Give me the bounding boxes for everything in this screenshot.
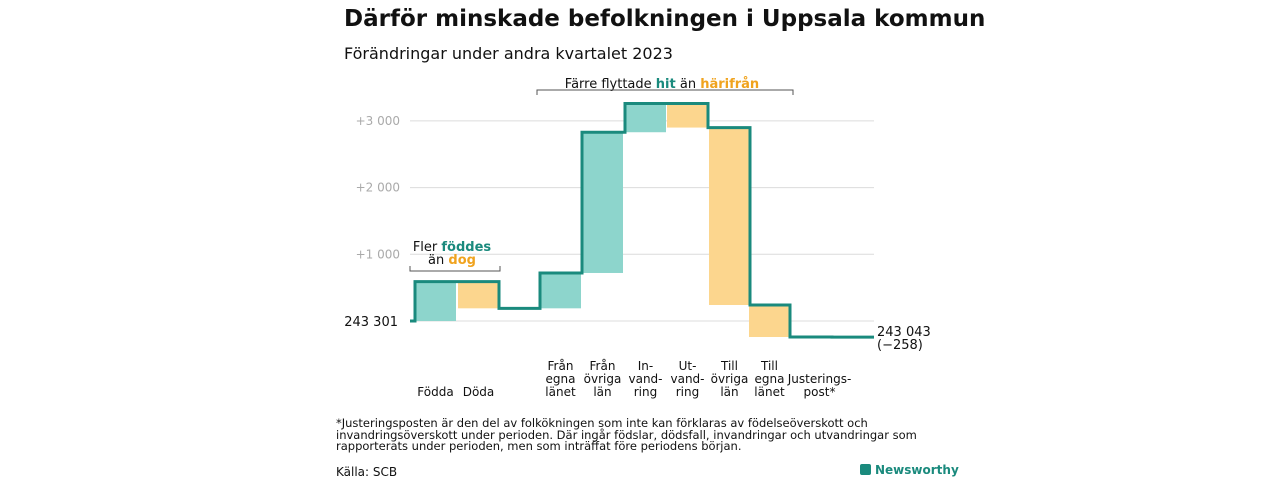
category-label: Från övriga län — [584, 359, 622, 399]
bar-7 — [749, 304, 790, 338]
newsworthy-icon — [860, 464, 871, 475]
category-label: Födda — [417, 385, 453, 399]
waterfall-chart: +1 000 +2 000 +3 000 243 301 243 043(−258) Fö… — [344, 77, 931, 399]
bar-3 — [582, 132, 623, 273]
y-tick-label: +2 000 — [356, 181, 400, 195]
births-annotation-line2: än dog — [428, 253, 476, 268]
migration-annotation: Färre flyttade hit än härifrån — [565, 77, 759, 92]
chart-title: Därför minskade befolkningen i Uppsala k… — [344, 6, 986, 32]
bar-2 — [540, 272, 581, 309]
category-label: Justerings-post* — [787, 372, 852, 399]
source-label: Källa: SCB — [336, 465, 398, 479]
brand-name: Newsworthy — [875, 463, 959, 477]
migration-bracket — [536, 89, 794, 95]
bar-1 — [458, 281, 499, 309]
bar-6 — [709, 127, 750, 305]
brand-logo: Newsworthy — [860, 463, 959, 477]
start-value-label: 243 301 — [344, 315, 398, 330]
births-bracket — [409, 266, 501, 272]
category-label: Från egna länet — [545, 359, 576, 399]
chart-subtitle: Förändringar under andra kvartalet 2023 — [344, 44, 673, 63]
category-label: Till egna länet — [754, 359, 785, 399]
footnote: *Justeringsposten är den del av folkökni… — [336, 416, 917, 453]
category-label: In-vand-ring — [628, 359, 662, 399]
category-label: Döda — [463, 385, 495, 399]
bar-4 — [625, 103, 666, 133]
running-total-line — [410, 102, 874, 339]
end-value-label: 243 043 — [877, 325, 931, 340]
category-label: Till övriga län — [711, 359, 749, 399]
y-tick-label: +1 000 — [356, 247, 400, 261]
births-annotation-line1: Fler föddes — [413, 240, 492, 255]
bar-5 — [667, 103, 708, 128]
y-tick-label: +3 000 — [356, 114, 400, 128]
bar-0 — [415, 281, 456, 321]
end-change-label: (−258) — [877, 338, 923, 353]
category-label: Ut-vand-ring — [670, 359, 704, 399]
